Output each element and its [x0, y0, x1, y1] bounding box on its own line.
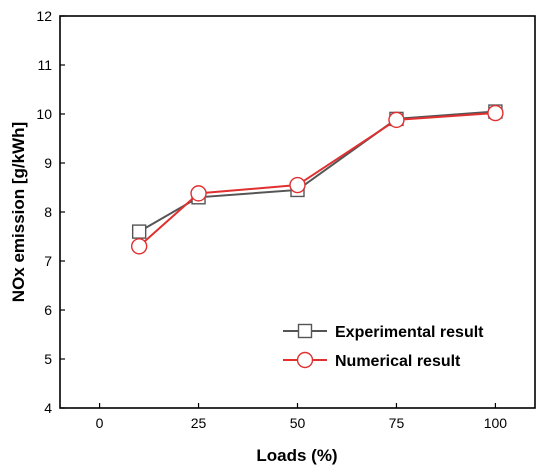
x-tick-label: 25	[191, 415, 207, 431]
data-point	[487, 104, 504, 122]
legend-entry: Experimental result	[283, 323, 484, 341]
y-axis-ticks: 4 5 6 7 8 9 10 11 12	[36, 8, 65, 416]
data-point	[130, 238, 148, 255]
data-point	[131, 224, 147, 239]
plot-frame	[59, 15, 536, 409]
x-tick-label: 100	[484, 415, 508, 431]
series-layer	[130, 104, 504, 255]
y-tick-label: 4	[44, 400, 52, 416]
x-tick-label: 75	[389, 415, 405, 431]
y-axis-label: NOx emission [g/kWh]	[9, 122, 28, 302]
y-tick-label: 6	[44, 302, 52, 318]
series-line	[138, 112, 496, 248]
legend-marker	[297, 323, 313, 339]
data-point	[388, 111, 405, 129]
y-tick-label: 9	[44, 155, 52, 171]
y-tick-label: 5	[44, 351, 52, 367]
data-point	[190, 185, 207, 202]
legend-label: Experimental result	[335, 324, 484, 341]
y-tick-label: 8	[44, 204, 52, 220]
y-tick-label: 12	[36, 8, 52, 24]
legend: Experimental result Numerical result	[283, 323, 484, 370]
legend-entry: Numerical result	[283, 351, 461, 370]
y-tick-label: 11	[37, 57, 52, 73]
x-tick-label: 50	[290, 415, 306, 431]
data-point	[289, 176, 306, 194]
y-tick-label: 10	[36, 106, 52, 122]
series-2	[130, 104, 504, 255]
x-axis-ticks: 0 25 50 75 100	[96, 403, 508, 431]
legend-marker	[296, 351, 314, 369]
x-tick-label: 0	[96, 415, 104, 431]
y-tick-label: 7	[44, 253, 52, 269]
legend-label: Numerical result	[335, 353, 461, 370]
x-axis-label: Loads (%)	[256, 446, 337, 465]
